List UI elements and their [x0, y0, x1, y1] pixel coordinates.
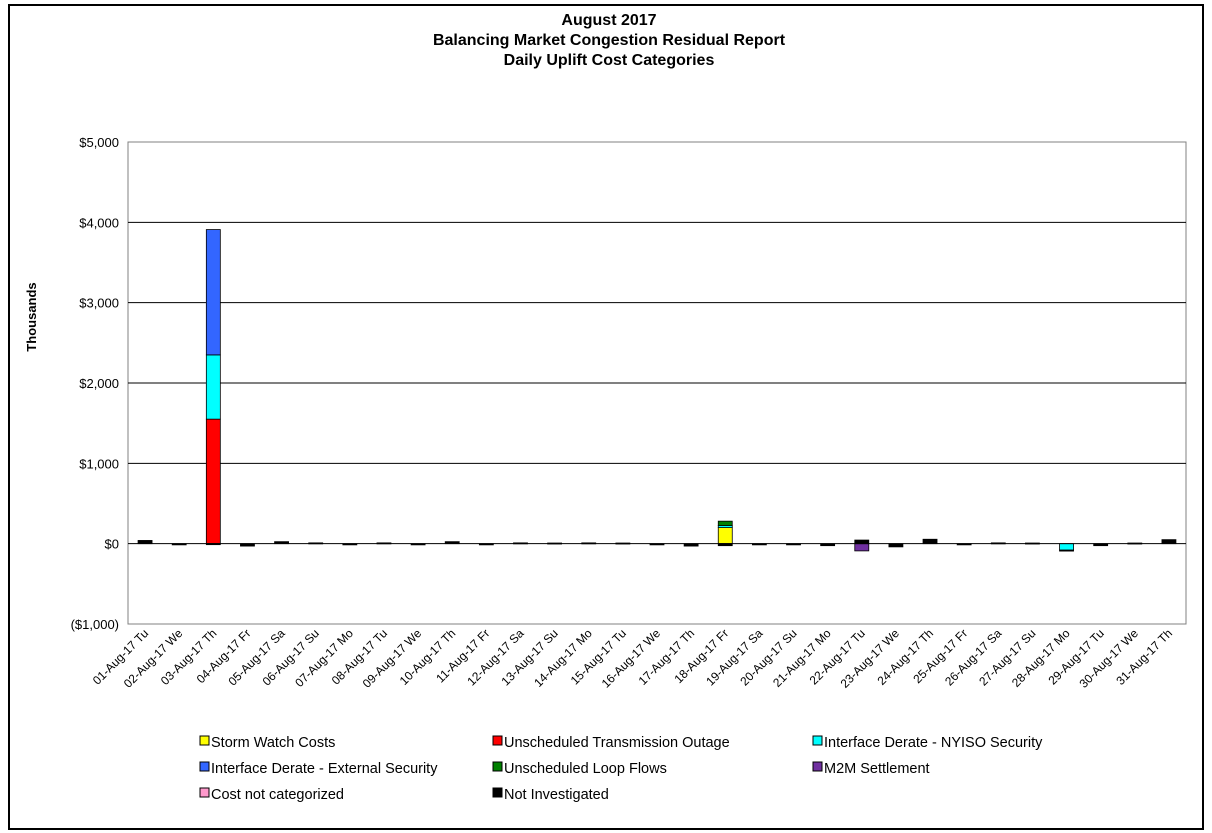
y-tick-label: $1,000: [79, 456, 119, 471]
bar-segment: [1059, 549, 1074, 552]
bar-segment: [854, 543, 870, 552]
legend-label: Cost not categorized: [211, 787, 344, 803]
bar-segment: [854, 539, 870, 545]
legend-swatch: [199, 735, 210, 746]
gridlines: [128, 221, 1186, 464]
legend-label: Not Investigated: [504, 787, 609, 803]
y-tick-label: $0: [105, 537, 119, 552]
legend-swatch: [492, 735, 503, 746]
bar-segment: [1059, 543, 1074, 551]
title-line-1: August 2017: [561, 12, 656, 29]
legend-label: Unscheduled Loop Flows: [504, 761, 667, 777]
bar-segment: [1161, 539, 1177, 545]
y-tick-label: $5,000: [79, 135, 119, 150]
bar-segment: [717, 520, 733, 526]
legend-label: Unscheduled Transmission Outage: [504, 735, 730, 751]
chart-frame: August 2017 Balancing Market Congestion …: [8, 4, 1204, 830]
bar-segment: [205, 418, 221, 545]
bar-segment: [922, 538, 938, 545]
legend-swatch: [199, 761, 210, 772]
legend-swatch: [812, 735, 823, 746]
legend-swatch: [492, 787, 503, 798]
bar-segment: [717, 527, 733, 545]
legend: Storm Watch Costs Unscheduled Transmissio…: [199, 735, 1043, 803]
legend-label: Interface Derate - External Security: [211, 761, 438, 777]
y-tick-label: $2,000: [79, 376, 119, 391]
legend-label: Storm Watch Costs: [211, 735, 335, 751]
legend-swatch: [199, 787, 210, 798]
legend-swatch: [492, 761, 503, 772]
y-axis-ticks: $5,000 $4,000 $3,000 $2,000 $1,000 $0 ($1,000): [71, 135, 119, 632]
legend-swatch: [812, 761, 823, 772]
legend-label: M2M Settlement: [824, 761, 930, 777]
y-tick-label: $4,000: [79, 215, 119, 230]
y-tick-label: ($1,000): [71, 617, 119, 632]
bars: [137, 229, 1177, 552]
title-line-3: Daily Uplift Cost Categories: [504, 52, 715, 69]
y-tick-label: $3,000: [79, 296, 119, 311]
chart-svg: August 2017 Balancing Market Congestion …: [24, 12, 1187, 803]
title-line-2: Balancing Market Congestion Residual Rep…: [433, 32, 786, 49]
bar-segment: [205, 229, 221, 356]
legend-label: Interface Derate - NYISO Security: [824, 735, 1043, 751]
y-axis-label: Thousands: [24, 282, 39, 351]
bar-segment: [205, 354, 221, 420]
chart-title: August 2017 Balancing Market Congestion …: [433, 12, 786, 69]
